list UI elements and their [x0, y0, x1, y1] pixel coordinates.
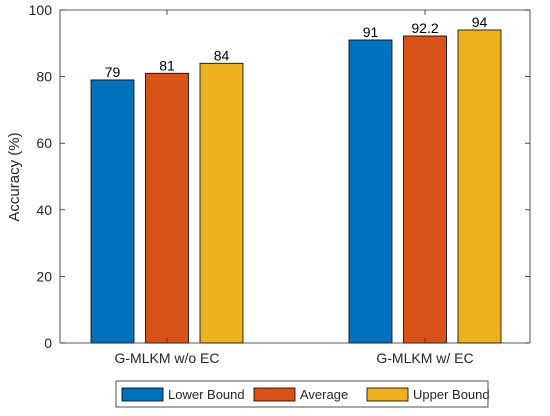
x-tick-label-1: G-MLKM w/o EC [114, 350, 219, 366]
data-labels-layer: 79 91 81 92.2 84 94 [105, 14, 488, 80]
bar-average-1 [145, 72, 189, 344]
legend: Lower Bound Average Upper Bound [115, 380, 490, 408]
data-label-upper-bound-1: 84 [214, 47, 230, 63]
data-label-lower-bound-1: 79 [105, 64, 121, 80]
bar-upper-bound-2 [457, 29, 502, 344]
y-tick-label-20: 20 [36, 268, 52, 284]
bar-lower-bound-2 [348, 39, 393, 344]
legend-box [115, 380, 489, 408]
y-tick-label-40: 40 [36, 202, 52, 218]
legend-swatch-upper-bound [366, 387, 409, 402]
legend-label-upper-bound: Upper Bound [413, 387, 490, 402]
legend-swatch-lower-bound [121, 387, 164, 402]
data-label-lower-bound-2: 91 [363, 24, 379, 40]
data-label-upper-bound-2: 94 [472, 14, 488, 30]
y-tick-label-100: 100 [29, 2, 53, 18]
data-label-average-2: 92.2 [411, 20, 438, 36]
y-tick-label-60: 60 [36, 135, 52, 151]
legend-label-lower-bound: Lower Bound [168, 387, 245, 402]
bar-upper-bound-1 [199, 62, 244, 344]
bar-lower-bound-1 [90, 79, 135, 344]
y-tick-label-80: 80 [36, 69, 52, 85]
bars-layer [90, 29, 502, 344]
legend-swatch-average [253, 387, 296, 402]
data-label-average-1: 81 [159, 57, 175, 73]
bar-average-2 [403, 35, 447, 344]
y-tick-label-0: 0 [44, 335, 52, 351]
axes-layer: 0 20 40 60 80 100 G-MLKM w/o EC G-MLKM w/ EC [29, 2, 531, 366]
legend-label-average: Average [300, 387, 348, 402]
x-tick-label-2: G-MLKM w/ EC [376, 350, 473, 366]
y-axis-title: Accuracy (%) [6, 132, 23, 221]
